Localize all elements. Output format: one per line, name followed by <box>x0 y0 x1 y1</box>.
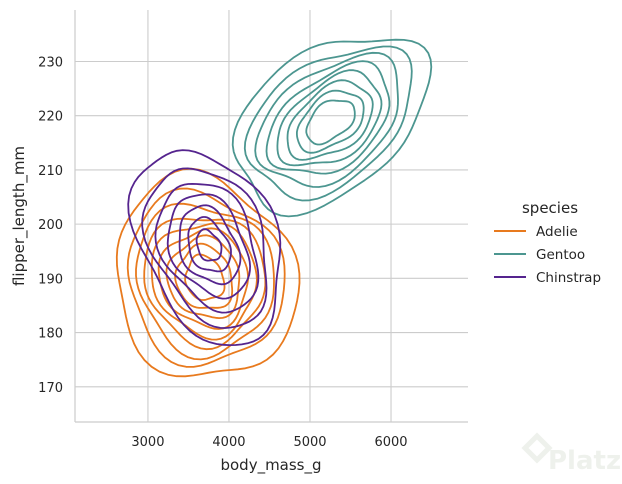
legend-label: Chinstrap <box>536 270 601 286</box>
axes <box>74 10 468 423</box>
contour-line <box>135 202 275 361</box>
legend-label: Gentoo <box>536 247 585 263</box>
contour-line <box>166 193 251 300</box>
y-tick-label: 220 <box>38 110 63 125</box>
y-tick-label: 170 <box>38 381 63 396</box>
contour-line <box>254 51 399 188</box>
contour-layer <box>115 38 433 378</box>
platzi-logo-icon <box>521 432 553 464</box>
contour-line <box>178 204 242 286</box>
contour-line <box>296 89 365 154</box>
y-axis-label: flipper_length_mm <box>10 146 29 286</box>
series-gentoo <box>231 38 433 218</box>
contour-line <box>154 183 260 314</box>
contour-line <box>231 38 433 218</box>
x-tick-label: 5000 <box>293 435 326 450</box>
contour-line <box>286 79 374 161</box>
contour-line <box>305 99 356 146</box>
contour-line <box>174 242 234 309</box>
contour-line <box>157 227 249 330</box>
contour-line <box>276 69 383 167</box>
legend-title: species <box>522 199 578 217</box>
watermark-text: Platzi <box>548 446 622 476</box>
contour-line <box>265 60 391 175</box>
y-tick-label: 230 <box>38 56 63 71</box>
y-tick-label: 200 <box>38 218 63 233</box>
legend-label: Adelie <box>536 224 578 240</box>
contour-line <box>126 187 286 368</box>
y-tick-label: 210 <box>38 164 63 179</box>
x-tick-label: 4000 <box>212 435 245 450</box>
x-axis-label: body_mass_g <box>220 456 321 475</box>
watermark: Platzi <box>521 432 622 476</box>
contour-line <box>143 217 267 351</box>
contour-line <box>115 167 301 378</box>
contour-line <box>165 234 241 319</box>
series-chinstrap <box>127 149 282 346</box>
y-tick-label: 190 <box>38 272 63 287</box>
y-tick-label: 180 <box>38 327 63 342</box>
x-tick-label: 3000 <box>131 435 164 450</box>
contour-line <box>141 167 268 329</box>
tick-labels: 3000 4000 5000 6000 170 180 190 200 210 220 230 <box>38 56 407 451</box>
grid-lines <box>75 10 468 422</box>
series-adelie <box>115 167 301 378</box>
contour-line <box>243 45 413 202</box>
contour-line <box>150 222 258 341</box>
contour-line <box>127 149 282 346</box>
x-tick-label: 6000 <box>374 435 407 450</box>
legend: species Adelie Gentoo Chinstrap <box>494 199 601 286</box>
contour-line <box>187 216 232 273</box>
contour-line <box>195 228 223 262</box>
